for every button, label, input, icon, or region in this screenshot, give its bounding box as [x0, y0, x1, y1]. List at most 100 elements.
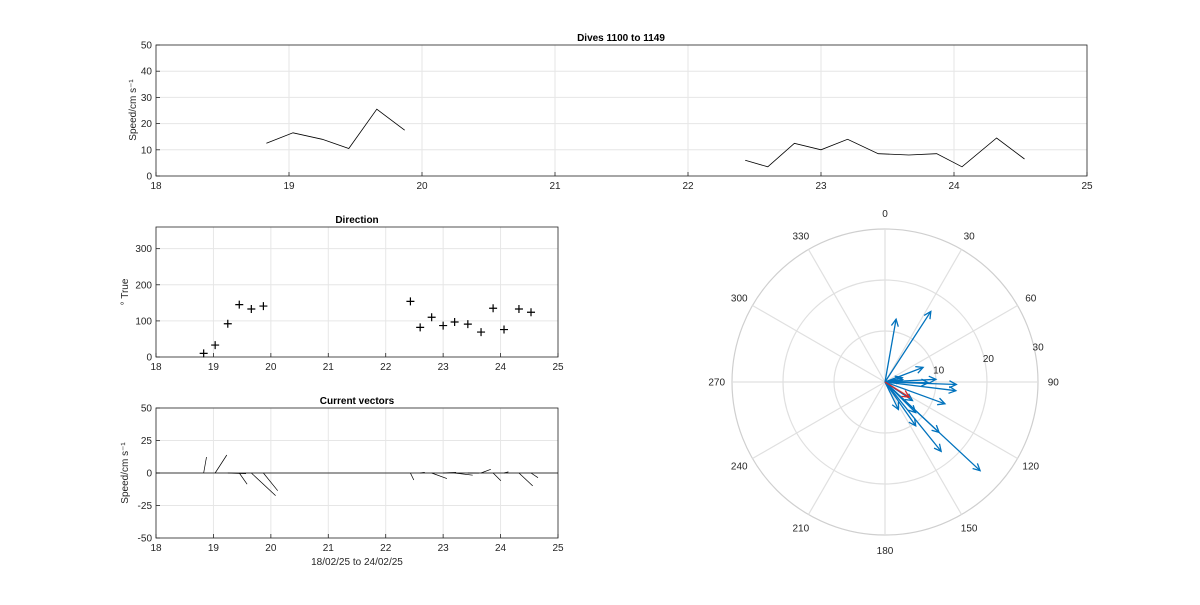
direction-point	[211, 341, 220, 350]
speed-series	[266, 108, 1025, 168]
y-tick-label: 300	[135, 244, 152, 255]
y-tick-label: 25	[141, 436, 153, 447]
polar-chart: 0 30 60 90 120 150 180 210 240 270 300 330 10 20 30	[708, 209, 1059, 557]
direction-chart-title: Direction	[335, 215, 378, 226]
x-tick-label: 22	[380, 543, 392, 554]
current-vectors-ylabel: Speed/cm s⁻¹	[120, 442, 131, 504]
current-vectors-xlabel: 18/02/25 to 24/02/25	[311, 557, 403, 568]
polar-arrow-head	[908, 418, 917, 428]
y-tick-label: 100	[135, 316, 152, 327]
polar-mean-arrow-head	[901, 390, 911, 398]
direction-point	[406, 297, 415, 306]
direction-point	[416, 323, 425, 332]
polar-arrow-head	[891, 401, 900, 411]
polar-angle-label: 150	[961, 523, 978, 534]
polar-arrow-head	[948, 380, 958, 389]
polar-arrow	[884, 381, 946, 405]
y-tick-label: 50	[141, 41, 153, 52]
current-stick	[203, 456, 207, 474]
y-tick-label: 40	[141, 67, 153, 78]
polar-grid	[731, 228, 1039, 536]
direction-point	[489, 304, 498, 313]
polar-arrow	[884, 311, 932, 383]
direction-point	[247, 304, 256, 313]
x-tick-label: 19	[208, 362, 220, 373]
y-tick-label: 10	[141, 145, 153, 156]
polar-angle-label: 300	[731, 293, 748, 304]
polar-angle-label: 180	[877, 546, 894, 557]
direction-point	[235, 300, 244, 309]
current-vector-sticks	[156, 454, 558, 496]
polar-arrow	[884, 381, 942, 452]
polar-angle-label: 0	[882, 209, 888, 220]
y-tick-label: 0	[146, 353, 152, 364]
y-tick-label: 20	[141, 119, 153, 130]
polar-arrow-head	[890, 317, 899, 327]
x-tick-label: 21	[549, 181, 561, 192]
speed-chart: 18 19 20 21 22 23 24 25 0 10 20 30 40 50 Dives 1100 t…	[128, 33, 1093, 192]
polar-arrow-head	[933, 443, 943, 453]
polar-arrow	[884, 381, 956, 392]
direction-chart-ticks: 18 19 20 21 22 23 24 25 0 100 200 300	[135, 244, 564, 373]
polar-arrow-head	[904, 393, 914, 402]
polar-angle-label: 90	[1048, 378, 1060, 389]
current-vectors-title: Current vectors	[320, 396, 395, 407]
polar-angle-label: 330	[793, 232, 810, 243]
current-vectors-chart: 18 19 20 21 22 23 24 25 -50 -25 0 25 50 Current vect…	[120, 396, 564, 568]
polar-spoke	[884, 304, 1018, 383]
x-tick-label: 18	[150, 543, 162, 554]
direction-point	[439, 321, 448, 330]
x-tick-label: 25	[552, 362, 564, 373]
current-stick	[431, 472, 448, 479]
polar-spoke	[884, 249, 963, 383]
direction-point	[259, 302, 268, 311]
x-tick-label: 18	[150, 362, 162, 373]
polar-arrow	[884, 319, 897, 383]
current-stick	[263, 472, 278, 491]
x-tick-label: 20	[265, 362, 277, 373]
polar-arrow-head	[972, 463, 982, 472]
x-tick-label: 23	[438, 543, 450, 554]
polar-arrow-head	[931, 424, 941, 434]
current-stick	[530, 472, 539, 478]
current-stick	[518, 472, 533, 487]
speed-line	[266, 108, 405, 149]
polar-arrow	[884, 381, 940, 433]
current-stick	[454, 472, 473, 476]
polar-arrow-head	[923, 310, 932, 320]
polar-arrow-head	[921, 378, 930, 387]
polar-mean-arrow	[884, 381, 910, 398]
direction-chart-frame	[155, 226, 559, 358]
polar-spoke	[884, 381, 963, 515]
current-stick	[410, 472, 415, 481]
speed-line	[745, 137, 1025, 168]
x-tick-label: 23	[438, 362, 450, 373]
x-tick-label: 23	[815, 181, 827, 192]
polar-arrow-head	[948, 385, 958, 394]
speed-chart-grid	[155, 44, 1088, 177]
polar-arrows	[884, 310, 982, 472]
x-tick-label: 24	[495, 362, 507, 373]
direction-chart-grid	[155, 227, 559, 358]
x-tick-label: 24	[948, 181, 960, 192]
polar-angle-label: 120	[1022, 462, 1039, 473]
polar-spoke	[807, 381, 886, 515]
direction-point	[427, 313, 436, 322]
direction-point	[500, 325, 509, 334]
current-stick	[227, 472, 247, 474]
direction-point	[450, 317, 459, 326]
polar-arrow-head	[915, 365, 925, 374]
x-tick-label: 19	[283, 181, 295, 192]
x-tick-label: 20	[416, 181, 428, 192]
current-stick	[420, 472, 425, 474]
polar-radius-label: 30	[1033, 343, 1045, 354]
current-stick	[492, 472, 502, 482]
polar-angle-label: 60	[1025, 293, 1037, 304]
polar-arrow	[884, 381, 899, 410]
direction-chart-ylabel: ° True	[120, 278, 131, 305]
polar-spoke	[807, 249, 886, 383]
direction-point	[223, 319, 232, 328]
polar-radius-label: 20	[983, 354, 995, 365]
x-tick-label: 24	[495, 543, 507, 554]
speed-chart-ylabel: Speed/cm s⁻¹	[128, 79, 139, 141]
